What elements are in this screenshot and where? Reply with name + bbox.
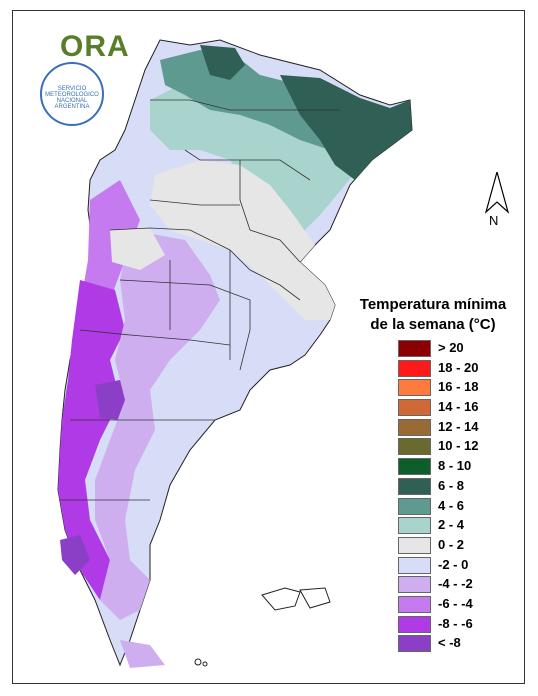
legend-swatch <box>398 497 431 515</box>
legend-label: 14 - 16 <box>438 399 479 415</box>
legend-label: -2 - 0 <box>438 556 469 572</box>
legend-swatch <box>398 359 431 377</box>
legend-swatch <box>398 576 431 594</box>
legend-item: 18 - 20 <box>398 358 518 378</box>
malvinas-islands <box>261 587 331 611</box>
legend-label: -6 - -4 <box>438 595 473 611</box>
legend-swatch <box>398 399 431 417</box>
legend-title-line2: de la semana (°C) <box>370 316 496 333</box>
legend-item: -2 - 0 <box>398 555 518 575</box>
legend-item: -6 - -4 <box>398 594 518 614</box>
legend-label: > 20 <box>438 340 464 355</box>
legend-label: 16 - 18 <box>438 379 479 395</box>
legend-label: 2 - 4 <box>438 517 465 533</box>
legend-label: 8 - 10 <box>438 458 472 474</box>
legend-item: < -8 <box>398 633 518 653</box>
legend-swatch <box>398 556 431 574</box>
zone-south-tip <box>120 640 165 668</box>
legend-item: -4 - -2 <box>398 574 518 594</box>
legend: > 20 18 - 20 16 - 18 14 - 16 12 - 14 10 - 12 8… <box>398 338 518 653</box>
legend-label: -8 - -6 <box>438 615 473 631</box>
legend-title: Temperatura mínima de la semana (°C) <box>338 295 528 335</box>
seal-text: SERVICIO METEOROLOGICO NACIONAL ARGENTIN… <box>45 86 99 110</box>
zone-6to8-north <box>200 45 245 80</box>
legend-swatch <box>398 536 431 554</box>
small-islands <box>194 658 208 667</box>
legend-label: -4 - -2 <box>438 576 473 592</box>
legend-label: 10 - 12 <box>438 438 479 454</box>
legend-label: 4 - 6 <box>438 497 465 513</box>
legend-item: 8 - 10 <box>398 456 518 476</box>
north-arrow-icon <box>484 172 510 214</box>
legend-item: 6 - 8 <box>398 476 518 496</box>
legend-swatch <box>398 418 431 436</box>
legend-swatch <box>398 615 431 633</box>
zone-4to6-north <box>160 50 355 150</box>
legend-label: < -8 <box>438 635 461 651</box>
legend-item: 12 - 14 <box>398 417 518 437</box>
legend-item: 4 - 6 <box>398 496 518 516</box>
zone-6to8-northeast <box>280 75 412 180</box>
legend-swatch <box>398 477 431 495</box>
legend-item: 16 - 18 <box>398 377 518 397</box>
legend-label: 12 - 14 <box>438 418 479 434</box>
legend-label: 18 - 20 <box>438 359 479 375</box>
zone-0to2-west <box>110 228 165 270</box>
legend-swatch <box>398 517 431 535</box>
legend-label: 0 - 2 <box>438 536 465 552</box>
legend-swatch <box>398 595 431 613</box>
legend-swatch <box>398 340 431 357</box>
legend-swatch <box>398 458 431 476</box>
zone-lt-8-south <box>60 535 90 575</box>
legend-item: 10 - 12 <box>398 436 518 456</box>
ora-logo: ORA <box>60 30 130 63</box>
legend-item: 2 - 4 <box>398 515 518 535</box>
legend-label: 6 - 8 <box>438 477 465 493</box>
smn-seal-logo: SERVICIO METEOROLOGICO NACIONAL ARGENTIN… <box>40 62 104 126</box>
province-borders <box>60 99 340 501</box>
legend-swatch <box>398 635 431 653</box>
legend-title-line1: Temperatura mínima <box>359 296 507 313</box>
legend-item: -8 - -6 <box>398 614 518 634</box>
zone-0to2-center <box>150 160 335 320</box>
legend-swatch <box>398 438 431 456</box>
legend-item: 0 - 2 <box>398 535 518 555</box>
legend-swatch <box>398 379 431 397</box>
zone-minus8to6-south <box>58 280 125 600</box>
legend-item: > 20 <box>398 338 518 358</box>
north-label: N <box>489 213 499 228</box>
zone-minus6to4 <box>95 230 220 620</box>
legend-item: 14 - 16 <box>398 397 518 417</box>
